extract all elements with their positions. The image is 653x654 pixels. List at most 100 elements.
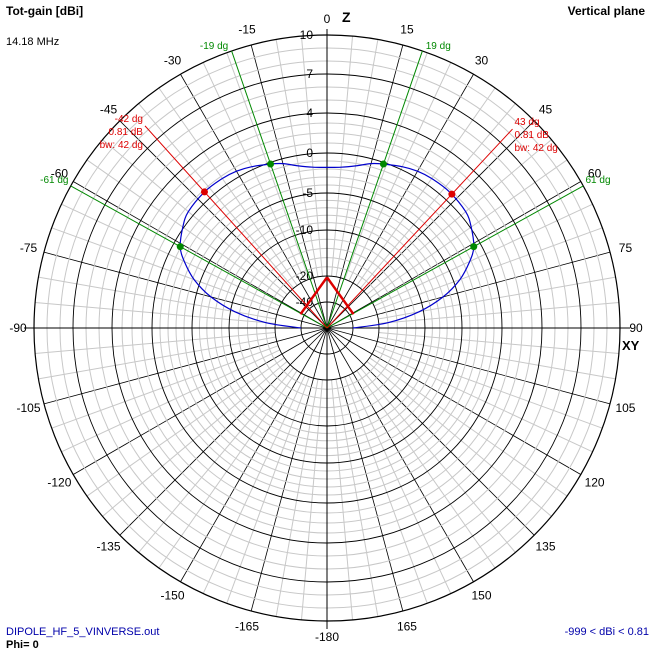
angle-tick-label: -90	[9, 321, 27, 335]
frequency-label: 14.18 MHz	[6, 36, 60, 48]
grid-radial-major	[326, 327, 535, 536]
angle-tick-label: 0	[324, 12, 331, 26]
grid-radial-major	[43, 327, 328, 405]
beam-width-line	[70, 185, 328, 329]
grid-radial-major	[250, 327, 328, 612]
max-gain-value-label: 0.81 dB	[515, 130, 550, 141]
grid-radial-minor	[138, 103, 294, 289]
beam-width-label: 19 dg	[426, 41, 451, 52]
gain-range-label: -999 < dBi < 0.81	[564, 626, 649, 638]
plot-title: Tot-gain [dBi]	[6, 4, 84, 18]
grid-radial-minor	[348, 374, 452, 594]
max-gain-line	[326, 128, 513, 329]
angle-tick-label: 120	[585, 476, 605, 490]
grid-radial-minor	[202, 62, 306, 282]
gain-ring-label: -5	[302, 186, 313, 200]
angle-tick-label: 135	[535, 539, 555, 553]
grid-radial-minor	[335, 39, 379, 277]
grid-radial-minor	[138, 367, 294, 553]
angle-tick-label: -150	[160, 589, 184, 603]
angle-tick-label: -75	[20, 241, 38, 255]
grid-radial-minor	[102, 139, 288, 295]
grid-radial-minor	[360, 103, 516, 289]
max-gain-angle-label: 43 dg	[515, 117, 540, 128]
grid-radial-minor	[226, 376, 310, 604]
grid-radial-major	[180, 74, 328, 329]
beam-width-point	[470, 243, 478, 251]
angle-tick-label: 105	[615, 401, 635, 415]
grid-radial-minor	[300, 36, 323, 277]
antenna-element	[299, 276, 329, 315]
grid-radial-minor	[378, 332, 619, 355]
grid-radial-major	[180, 327, 328, 582]
gain-ring-label: 0	[306, 146, 313, 160]
grid-radial-minor	[202, 374, 306, 594]
beam-width-point	[379, 160, 387, 168]
grid-radial-minor	[38, 336, 276, 380]
max-gain-point	[200, 188, 208, 196]
beam-width-line	[326, 50, 423, 329]
grid-radial-minor	[51, 345, 279, 429]
grid-radial-major	[73, 327, 328, 475]
gain-ring-label: 4	[306, 106, 313, 120]
grid-radial-minor	[369, 357, 568, 497]
grid-radial-minor	[360, 367, 516, 553]
grid-radial-major	[326, 327, 404, 612]
grid-radial-major	[119, 120, 328, 329]
max-gain-value-label: 0.81 dB	[109, 127, 144, 138]
grid-radial-minor	[335, 379, 379, 617]
grid-radial-major	[326, 120, 535, 329]
angle-tick-label: 60	[588, 167, 602, 181]
grid-radial-minor	[35, 301, 276, 324]
max-gain-line	[144, 125, 328, 329]
beam-width-value-label: bw: 42 dg	[100, 140, 143, 151]
grid-radial-minor	[348, 62, 452, 282]
grid-radial-minor	[86, 159, 285, 299]
grid-radial-minor	[375, 345, 603, 429]
grid-radial-minor	[375, 227, 603, 311]
grid-radial-minor	[356, 87, 496, 286]
plane-label: Vertical plane	[567, 4, 645, 18]
beam-width-label: 61 dg	[586, 175, 611, 186]
beam-width-label: -19 dg	[200, 41, 228, 52]
grid-radial-minor	[51, 227, 279, 311]
grid-radial-minor	[61, 349, 281, 453]
grid-radial-minor	[356, 370, 496, 569]
grid-radial-minor	[331, 379, 354, 620]
angle-tick-label: -15	[238, 23, 256, 37]
grid-radial-minor	[158, 87, 298, 286]
phi-label: Phi= 0	[6, 639, 39, 651]
grid-radial-major	[326, 327, 611, 405]
radiation-pattern-line	[179, 162, 475, 329]
beam-width-line	[326, 185, 584, 329]
grid-radial-major	[326, 181, 581, 329]
grid-radial-minor	[35, 332, 276, 355]
angle-tick-label: -60	[51, 167, 69, 181]
max-gain-angle-label: -42 dg	[115, 114, 143, 125]
grid-radial-major	[73, 181, 328, 329]
grid-radial-minor	[61, 203, 281, 307]
angle-tick-label: -135	[96, 539, 120, 553]
horizon-axis-label: XY	[622, 338, 640, 353]
beam-width-line	[231, 50, 328, 329]
grid-radial-major	[119, 327, 328, 536]
grid-radial-minor	[275, 39, 319, 277]
grid-radial-major	[250, 44, 328, 329]
gain-ring-label: -20	[296, 269, 314, 283]
grid-radial-minor	[102, 361, 288, 517]
angle-tick-label: -165	[235, 619, 259, 633]
grid-radial-major	[326, 327, 474, 582]
gain-ring-label: 10	[300, 28, 314, 42]
beam-width-label: -61 dg	[40, 175, 68, 186]
angle-tick-label: -45	[100, 103, 118, 117]
angle-tick-label: -105	[17, 401, 41, 415]
angle-tick-label: 150	[471, 589, 491, 603]
gain-ring-label: -10	[296, 223, 314, 237]
angle-tick-label: 75	[619, 241, 633, 255]
angle-tick-label: -180	[315, 630, 339, 644]
grid-radial-major	[326, 44, 404, 329]
angle-tick-label: 45	[539, 103, 553, 117]
beam-width-value-label: bw: 42 dg	[515, 143, 558, 154]
